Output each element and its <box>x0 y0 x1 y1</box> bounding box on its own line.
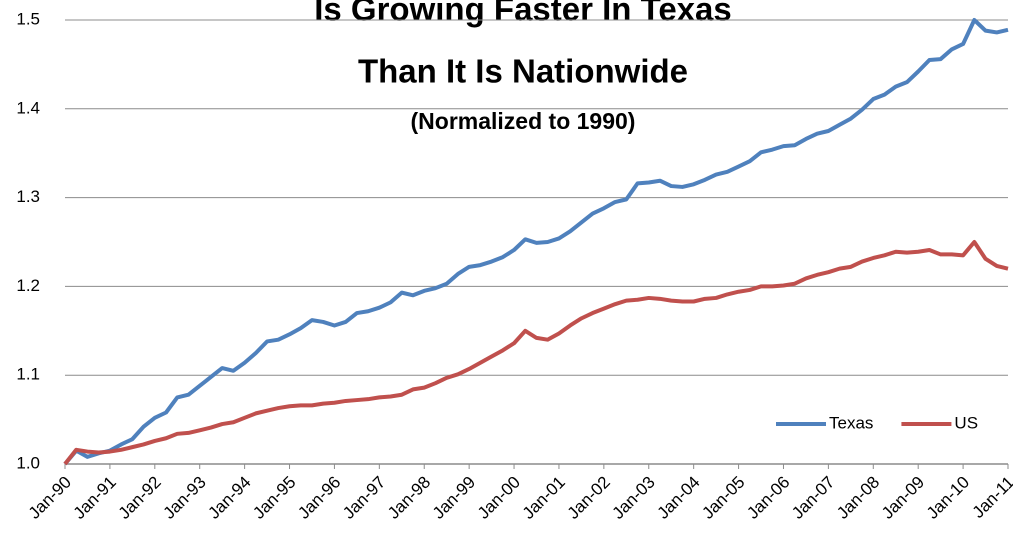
y-tick-label: 1.5 <box>16 9 40 28</box>
x-tick-label: Jan-93 <box>160 473 210 523</box>
x-tick-label: Jan-07 <box>788 473 838 523</box>
x-tick-label: Jan-09 <box>878 473 928 523</box>
line-series <box>63 240 1009 466</box>
legend-label: Texas <box>829 413 873 432</box>
line-series <box>63 18 1009 466</box>
x-tick-label: Jan-99 <box>429 473 479 523</box>
x-tick-label: Jan-01 <box>519 473 569 523</box>
legend-label: US <box>954 413 978 432</box>
x-tick-label: Jan-04 <box>653 473 703 523</box>
x-tick-label: Jan-94 <box>204 473 254 523</box>
y-tick-label: 1.2 <box>16 276 40 295</box>
x-tick-label: Jan-10 <box>923 473 973 523</box>
y-tick-label: 1.4 <box>16 98 40 117</box>
x-tick-label: Jan-02 <box>564 473 614 523</box>
chart-subtitle: (Normalized to 1990) <box>411 108 636 134</box>
x-tick-label: Jan-97 <box>339 473 389 523</box>
chart-title: Is Growing Faster In Texas <box>314 0 732 28</box>
x-tick-label: Jan-00 <box>474 473 524 523</box>
x-tick-label: Jan-08 <box>833 473 883 523</box>
x-tick-label: Jan-96 <box>294 473 344 523</box>
x-tick-label: Jan-05 <box>698 473 748 523</box>
y-tick-label: 1.1 <box>16 365 40 384</box>
x-tick-label: Jan-90 <box>25 473 75 523</box>
chart-title: Than It Is Nationwide <box>358 53 688 90</box>
x-tick-label: Jan-91 <box>70 473 120 523</box>
y-tick-label: 1.0 <box>16 453 40 472</box>
x-tick-label: Jan-11 <box>969 473 1013 522</box>
x-tick-label: Jan-92 <box>115 473 165 523</box>
x-tick-label: Jan-95 <box>249 473 299 523</box>
x-tick-label: Jan-98 <box>384 473 434 523</box>
x-tick-label: Jan-03 <box>609 473 659 523</box>
y-tick-label: 1.3 <box>16 187 40 206</box>
x-tick-label: Jan-06 <box>743 473 793 523</box>
